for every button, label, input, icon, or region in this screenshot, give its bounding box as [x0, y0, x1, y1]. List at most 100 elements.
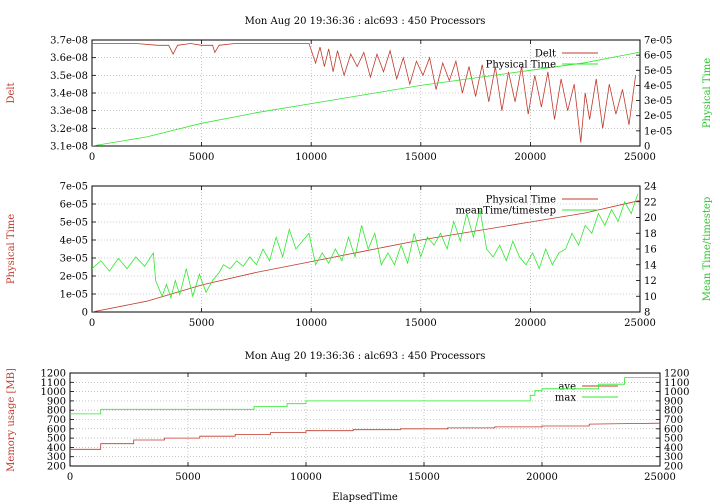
panel-1-y2label: Physical Time: [702, 58, 713, 128]
panel-3: Mon Aug 20 19:36:36 : alc693 : 450 Proce…: [6, 351, 689, 503]
x-tick-label: 25000: [624, 318, 656, 329]
panel-2: Physical Time Mean Time/timestep 0 5000 10…: [6, 182, 713, 330]
y2-tick-label: 14: [644, 260, 657, 271]
y-tick-label: 2e-05: [60, 272, 88, 283]
y2-tick-label: 600: [664, 424, 683, 435]
x-tick-label: 10000: [295, 152, 327, 163]
y2-tick-label: 8: [644, 308, 650, 319]
panel-1-title: Mon Aug 20 19:36:36 : alc693 : 450 Proce…: [245, 16, 486, 27]
y2-tick-label: 6e-05: [644, 51, 672, 62]
y-tick-label: 3.5e-08: [50, 71, 88, 82]
y2-tick-label: 1200: [664, 369, 689, 380]
y-tick-label: 3.6e-08: [50, 53, 88, 64]
series-line-delt: [92, 43, 636, 143]
y2-tick-label: 1100: [664, 378, 689, 389]
y-tick-label: 3.2e-08: [50, 124, 88, 135]
panel-2-y2label: Mean Time/timestep: [702, 197, 713, 301]
series-line-max: [70, 377, 660, 415]
x-tick-label: 5000: [189, 318, 214, 329]
legend-label: Physical Time: [486, 60, 556, 71]
y2-tick-label: 10: [644, 292, 657, 303]
x-tick-label: 20000: [526, 472, 558, 483]
x-tick-label: 10000: [295, 318, 327, 329]
series-line-meantime-timestep: [92, 193, 639, 300]
y2-tick-label: 400: [664, 443, 683, 454]
y-tick-label: 1200: [41, 369, 66, 380]
y-tick-label: 3.3e-08: [50, 106, 88, 117]
y-tick-label: 6e-05: [60, 200, 88, 211]
x-tick-label: 15000: [408, 472, 440, 483]
y2-tick-label: 3e-05: [644, 96, 672, 107]
y-tick-label: 300: [47, 452, 66, 463]
y2-tick-label: 16: [644, 245, 657, 256]
y-tick-label: 3.4e-08: [50, 89, 88, 100]
legend-label: max: [555, 393, 576, 404]
y-tick-label: 800: [47, 406, 66, 417]
x-tick-label: 0: [67, 472, 73, 483]
y-tick-label: 600: [47, 424, 66, 435]
plot-frame: [69, 372, 661, 467]
x-tick-label: 0: [89, 318, 95, 329]
y-tick-label: 0: [82, 308, 88, 319]
y-tick-label: 400: [47, 443, 66, 454]
y-tick-label: 1100: [41, 378, 66, 389]
y2-tick-label: 900: [664, 396, 683, 407]
legend-label: Physical Time: [486, 195, 556, 206]
y-tick-label: 500: [47, 434, 66, 445]
y-tick-label: 3.7e-08: [50, 36, 88, 47]
plot-frame: [91, 39, 641, 147]
x-tick-label: 15000: [405, 318, 437, 329]
series-line-physical-time: [92, 51, 640, 146]
x-tick-label: 0: [89, 152, 95, 163]
legend-label: meanTime/timestep: [455, 206, 556, 217]
y-tick-label: 7e-05: [60, 182, 88, 193]
y2-tick-label: 1e-05: [644, 126, 672, 137]
y-tick-label: 3.1e-08: [50, 142, 88, 153]
x-tick-label: 5000: [175, 472, 200, 483]
series-line-physical-time: [92, 200, 640, 312]
y2-tick-label: 2e-05: [644, 111, 672, 122]
panel-3-plot: 0 5000 10000 15000 20000 25000200300400500600…: [41, 369, 690, 484]
y2-tick-label: 300: [664, 452, 683, 463]
x-tick-label: 5000: [189, 152, 214, 163]
y2-tick-label: 24: [644, 182, 657, 193]
panel-3-xlabel: ElapsedTime: [332, 492, 398, 503]
y2-tick-label: 7e-05: [644, 36, 672, 47]
y2-tick-label: 20: [644, 213, 657, 224]
y-tick-label: 1000: [41, 387, 66, 398]
y-tick-label: 700: [47, 415, 66, 426]
y2-tick-label: 5e-05: [644, 66, 672, 77]
y2-tick-label: 18: [644, 229, 657, 240]
y-tick-label: 1e-05: [60, 290, 88, 301]
y2-tick-label: 700: [664, 415, 683, 426]
panel-2-ylabel: Physical Time: [6, 214, 17, 284]
panel-2-plot: 0 5000 10000 15000 20000 25000 0 1e-05 2e-05 3e-0…: [60, 182, 657, 330]
y-tick-label: 5e-05: [60, 218, 88, 229]
legend-label: Delt: [535, 49, 556, 60]
plot-frame: [91, 185, 641, 313]
y2-tick-label: 4e-05: [644, 81, 672, 92]
x-tick-label: 20000: [514, 152, 546, 163]
y2-tick-label: 1000: [664, 387, 689, 398]
panel-3-ylabel: Memory usage [MB]: [6, 368, 17, 472]
legend-label: ave: [558, 382, 576, 393]
y2-tick-label: 500: [664, 434, 683, 445]
x-tick-label: 10000: [290, 472, 322, 483]
y2-tick-label: 0: [644, 142, 650, 153]
y-tick-label: 900: [47, 396, 66, 407]
x-tick-label: 25000: [624, 152, 656, 163]
panel-1-plot: 0 5000 10000 15000 20000 25000 3.1e-08 3.2e-08 3…: [50, 36, 672, 164]
y-tick-label: 4e-05: [60, 236, 88, 247]
y2-tick-label: 22: [644, 197, 657, 208]
y-tick-label: 200: [47, 462, 66, 473]
y2-tick-label: 200: [664, 462, 683, 473]
x-tick-label: 20000: [514, 318, 546, 329]
y2-tick-label: 12: [644, 276, 657, 287]
y2-tick-label: 800: [664, 406, 683, 417]
x-tick-label: 25000: [644, 472, 676, 483]
panel-1-ylabel: Delt: [6, 82, 17, 103]
series-line-ave: [70, 422, 660, 450]
y-tick-label: 3e-05: [60, 254, 88, 265]
x-tick-label: 15000: [405, 152, 437, 163]
